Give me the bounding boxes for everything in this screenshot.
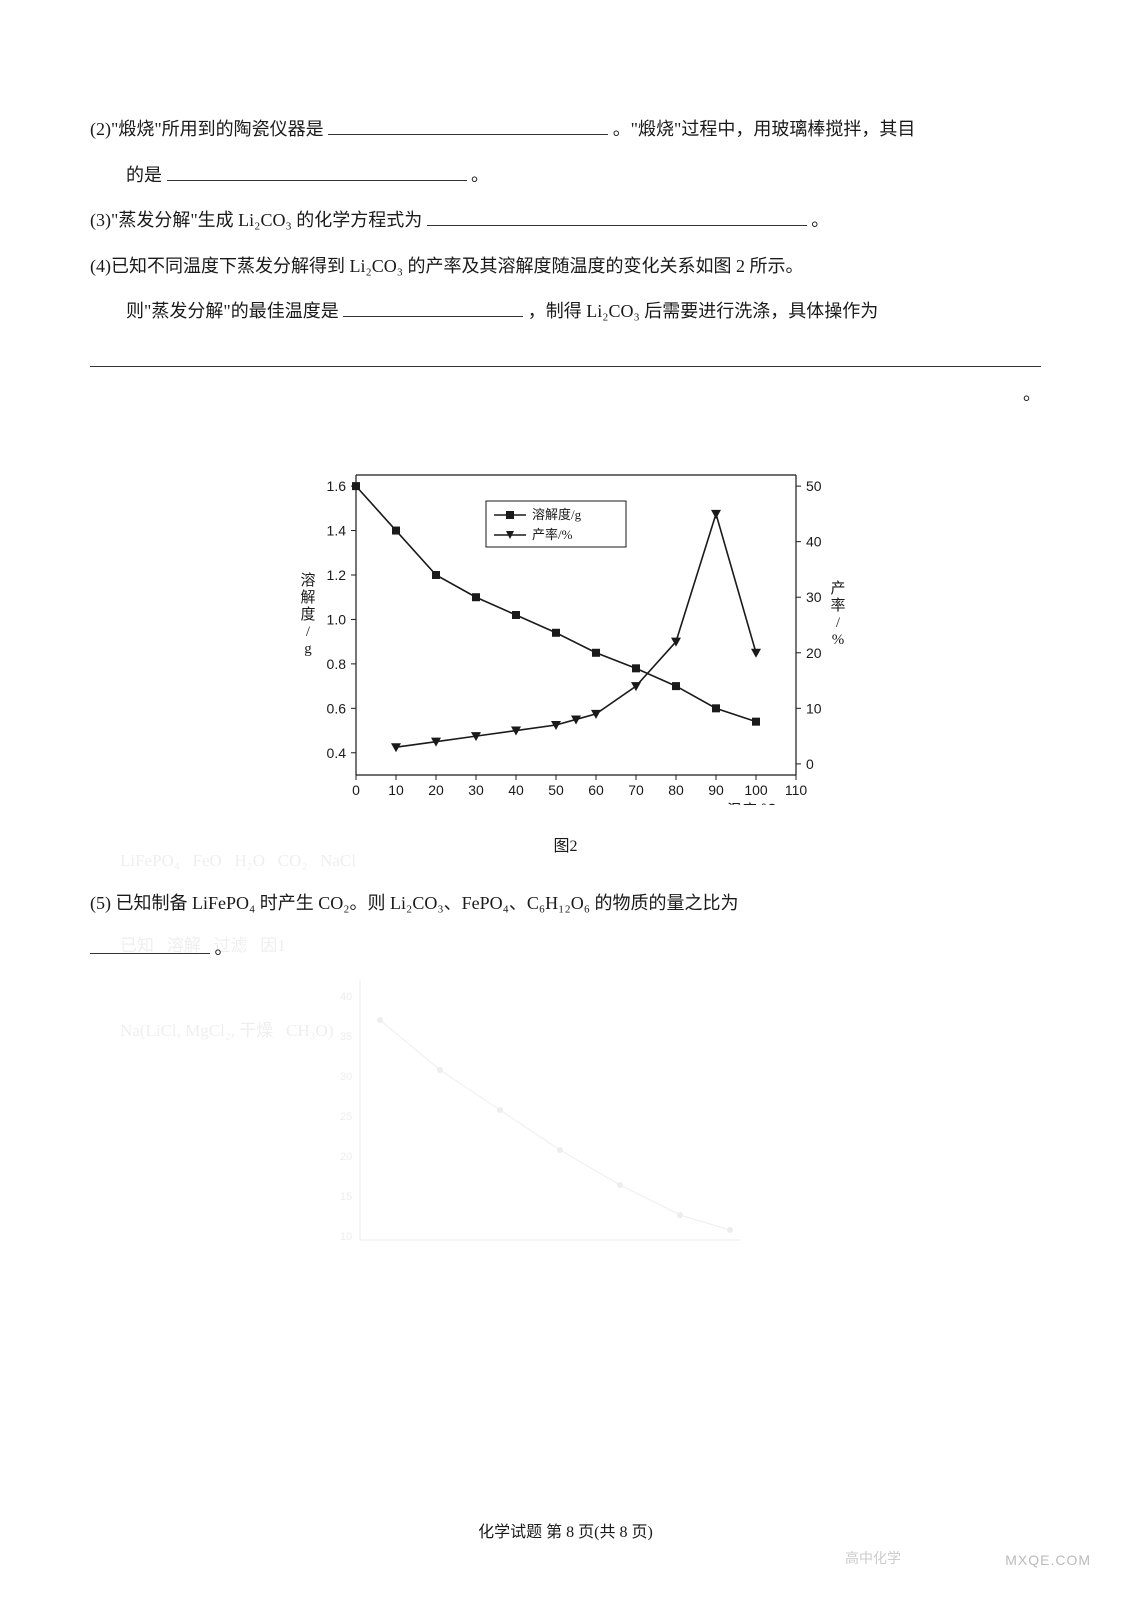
svg-text:90: 90: [708, 782, 724, 798]
svg-text:20: 20: [340, 1151, 352, 1163]
svg-text:80: 80: [668, 782, 684, 798]
svg-text:30: 30: [806, 589, 822, 605]
svg-text:溶解度/g: 溶解度/g: [532, 507, 582, 522]
svg-text:110: 110: [784, 782, 807, 798]
question-5-line-2: 。: [90, 929, 1041, 969]
q2-period-a: 。: [471, 165, 489, 185]
chart-container: 01020304050607080901001100.40.60.81.01.2…: [286, 445, 846, 864]
q4-text-a: (4)已知不同温度下蒸发分解得到 Li₂CO₃ 的产率及其溶解度随温度的变化关系…: [90, 256, 804, 276]
q2-blank-1[interactable]: [328, 113, 608, 135]
svg-text:0.6: 0.6: [326, 700, 346, 716]
svg-text:%: %: [831, 632, 844, 648]
svg-text:/: /: [305, 624, 310, 640]
q4-period: 。: [1023, 384, 1041, 404]
svg-text:1.6: 1.6: [326, 478, 346, 494]
svg-text:60: 60: [588, 782, 604, 798]
svg-text:100: 100: [744, 782, 768, 798]
svg-text:20: 20: [806, 644, 822, 660]
question-4-line-1: (4)已知不同温度下蒸发分解得到 Li₂CO₃ 的产率及其溶解度随温度的变化关系…: [90, 247, 1041, 287]
svg-text:70: 70: [628, 782, 644, 798]
svg-text:10: 10: [388, 782, 404, 798]
svg-text:50: 50: [548, 782, 564, 798]
q4-text-b: 则"蒸发分解"的最佳温度是: [126, 301, 339, 321]
svg-text:10: 10: [340, 1231, 352, 1243]
svg-text:产: 产: [830, 580, 845, 597]
q2-text-b: 。"煅烧"过程中，用玻璃棒搅拌，其目: [613, 119, 916, 139]
svg-text:30: 30: [340, 1071, 352, 1083]
svg-text:40: 40: [340, 991, 352, 1003]
watermark-mid: 高中化学: [845, 1545, 901, 1576]
svg-text:0: 0: [806, 755, 814, 771]
svg-text:0.4: 0.4: [326, 744, 346, 760]
page-footer: 化学试题 第 8 页(共 8 页): [0, 1515, 1131, 1550]
svg-text:20: 20: [428, 782, 444, 798]
svg-text:10: 10: [806, 700, 822, 716]
svg-text:溶: 溶: [300, 572, 315, 589]
question-5-line-1: (5) 已知制备 LiFePO₄ 时产生 CO₂。则 Li₂CO₃、FePO₄、…: [90, 884, 1041, 924]
svg-text:35: 35: [340, 1031, 352, 1043]
svg-text:15: 15: [340, 1191, 352, 1203]
svg-text:度: 度: [300, 606, 315, 623]
chart-box: 01020304050607080901001100.40.60.81.01.2…: [286, 445, 846, 825]
svg-text:产率/%: 产率/%: [532, 527, 573, 542]
q4-period-line: 。: [90, 375, 1041, 415]
svg-text:1.2: 1.2: [326, 567, 346, 583]
watermark-right: MXQE.COM: [1005, 1545, 1091, 1576]
svg-text:温度/℃: 温度/℃: [726, 802, 775, 805]
svg-text:1.4: 1.4: [326, 522, 346, 538]
q3-text-a: (3)"蒸发分解"生成 Li₂CO₃ 的化学方程式为: [90, 210, 422, 230]
svg-text:解: 解: [300, 589, 315, 606]
q2-blank-2[interactable]: [167, 159, 467, 181]
svg-text:g: g: [304, 641, 312, 657]
svg-text:率: 率: [830, 597, 845, 614]
svg-text:0: 0: [352, 782, 360, 798]
ghost-chart: 40 35 30 25 20 15 10: [300, 940, 780, 1300]
q2-text-a: (2)"煅烧"所用到的陶瓷仪器是: [90, 119, 324, 139]
q5-text-a: (5) 已知制备 LiFePO₄ 时产生 CO₂。则 Li₂CO₃、FePO₄、…: [90, 893, 739, 913]
q5-period: 。: [215, 938, 233, 958]
q4-blank-2[interactable]: [90, 340, 1041, 367]
svg-text:50: 50: [806, 478, 822, 494]
question-2-line-1: (2)"煅烧"所用到的陶瓷仪器是 。"煅烧"过程中，用玻璃棒搅拌，其目: [90, 110, 1041, 150]
svg-text:30: 30: [468, 782, 484, 798]
q4-blank-1[interactable]: [343, 296, 523, 318]
svg-text:40: 40: [806, 533, 822, 549]
chart-caption: 图2: [286, 829, 846, 864]
svg-text:0.8: 0.8: [326, 655, 346, 671]
svg-text:1.0: 1.0: [326, 611, 346, 627]
question-2-line-2: 的是 。: [90, 156, 1041, 196]
q2-text-c: 的是: [126, 165, 162, 185]
svg-text:25: 25: [340, 1111, 352, 1123]
svg-text:40: 40: [508, 782, 524, 798]
q3-period: 。: [811, 210, 829, 230]
question-4-line-2: 则"蒸发分解"的最佳温度是 ，制得 Li₂CO₃ 后需要进行洗涤，具体操作为: [90, 292, 1041, 332]
q3-blank-1[interactable]: [427, 205, 807, 227]
svg-text:/: /: [835, 615, 840, 631]
q4-text-c: ，制得 Li₂CO₃ 后需要进行洗涤，具体操作为: [528, 301, 879, 321]
chart-svg: 01020304050607080901001100.40.60.81.01.2…: [286, 445, 846, 805]
q5-blank-1[interactable]: [90, 933, 210, 955]
question-3-line-1: (3)"蒸发分解"生成 Li₂CO₃ 的化学方程式为 。: [90, 201, 1041, 241]
